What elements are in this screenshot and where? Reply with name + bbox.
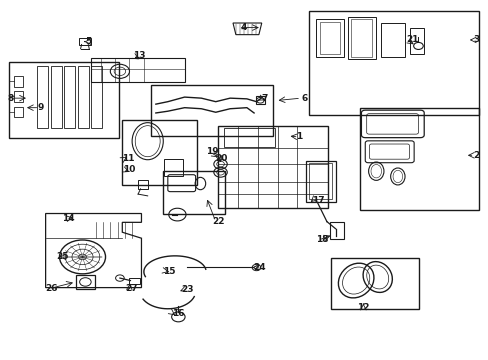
Bar	[305, 161, 335, 202]
Text: 11: 11	[122, 154, 135, 163]
Text: 15: 15	[163, 266, 175, 275]
Bar	[51, 66, 62, 128]
Bar	[359, 108, 478, 210]
Text: 27: 27	[125, 284, 138, 293]
Bar	[163, 159, 183, 176]
Bar	[255, 96, 264, 104]
Text: 7: 7	[261, 94, 267, 103]
Text: 4: 4	[240, 23, 246, 32]
Text: 19: 19	[206, 147, 218, 156]
Bar	[224, 128, 274, 147]
Bar	[64, 66, 75, 128]
Bar	[409, 28, 423, 54]
Text: 9: 9	[38, 103, 44, 112]
Bar	[15, 76, 23, 86]
Bar	[91, 66, 102, 128]
Bar	[78, 66, 89, 128]
Bar	[9, 62, 119, 138]
Bar	[38, 66, 48, 128]
Text: 25: 25	[57, 252, 69, 261]
Text: 3: 3	[472, 35, 479, 44]
Bar	[218, 126, 328, 207]
Text: 14: 14	[62, 214, 75, 223]
Text: 22: 22	[211, 217, 224, 226]
Text: 10: 10	[123, 165, 135, 174]
Text: 17: 17	[311, 196, 324, 205]
Bar	[316, 19, 344, 57]
Bar	[79, 38, 91, 45]
Text: 13: 13	[133, 51, 145, 60]
Text: 23: 23	[181, 285, 193, 294]
Bar	[347, 17, 376, 59]
Bar	[129, 278, 140, 284]
Text: 20: 20	[215, 154, 228, 163]
Bar	[151, 85, 273, 136]
Text: 2: 2	[472, 151, 479, 160]
Text: 12: 12	[356, 302, 369, 311]
Text: 16: 16	[171, 309, 184, 318]
Text: 18: 18	[316, 235, 328, 244]
Text: 1: 1	[295, 132, 302, 141]
Bar	[138, 180, 147, 189]
Bar	[350, 19, 372, 57]
Text: 8: 8	[7, 94, 14, 103]
Bar	[330, 258, 419, 309]
Text: 6: 6	[301, 94, 306, 103]
Bar	[320, 22, 340, 54]
Text: 26: 26	[45, 284, 58, 293]
Bar	[15, 91, 23, 102]
Bar	[163, 171, 225, 213]
Text: 24: 24	[253, 263, 265, 272]
Bar	[76, 275, 95, 289]
Bar	[380, 23, 404, 57]
Bar	[122, 120, 196, 185]
Bar	[308, 163, 331, 199]
Bar	[308, 11, 478, 115]
Text: 5: 5	[85, 37, 92, 46]
Text: 21: 21	[406, 35, 418, 44]
Bar	[91, 58, 184, 82]
Bar	[15, 107, 23, 117]
Bar	[329, 222, 344, 239]
